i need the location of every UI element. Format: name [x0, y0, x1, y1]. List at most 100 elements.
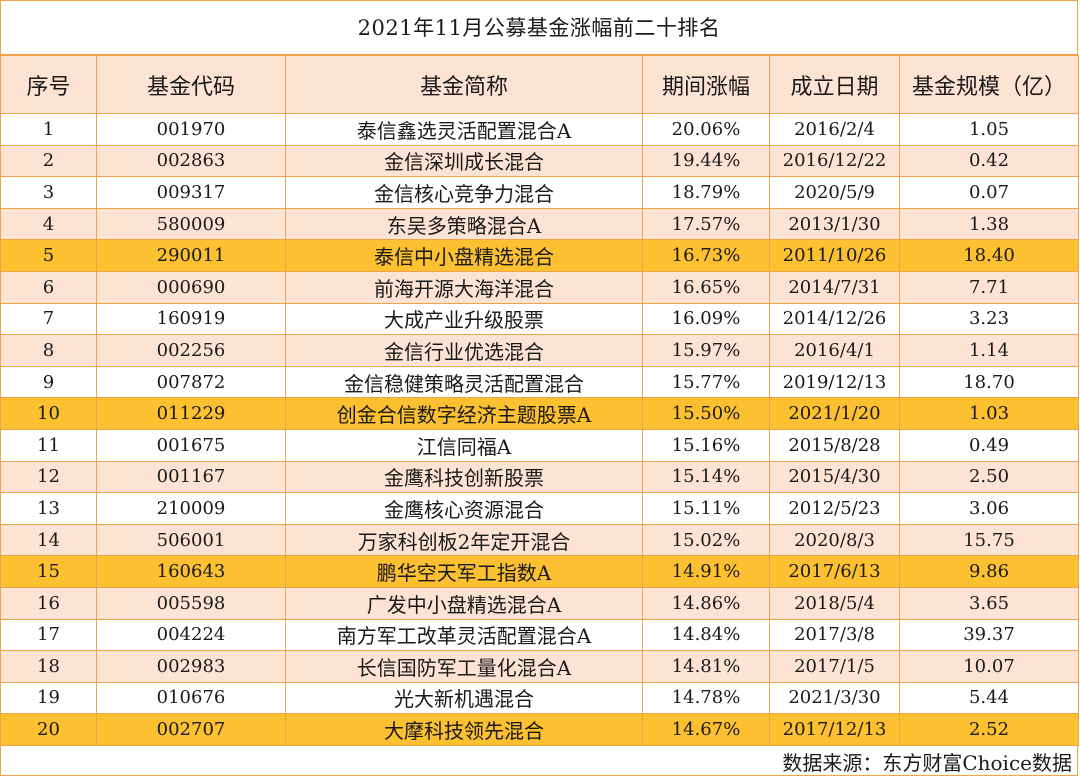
period-change-cell: 15.77% — [642, 365, 770, 399]
table-row: 15 160643 鹏华空天军工指数A 14.91% 2017/6/13 9.86 — [0, 555, 1079, 588]
fund-size-cell: 1.14 — [899, 334, 1079, 367]
fund-code-cell: 001167 — [96, 460, 286, 494]
fund-name-cell: 创金合信数字经济主题股票A — [285, 397, 643, 430]
fund-size-cell: 18.40 — [899, 239, 1079, 272]
fund-name-cell: 大摩科技领先混合 — [285, 713, 643, 746]
inception-date-cell: 2017/6/13 — [769, 555, 900, 588]
fund-name-cell: 金信行业优选混合 — [285, 334, 643, 367]
fund-size-cell: 3.06 — [899, 492, 1079, 525]
inception-date-cell: 2016/2/4 — [769, 113, 900, 146]
fund-name-cell: 东吴多策略混合A — [285, 207, 643, 241]
inception-date-cell: 2019/12/13 — [769, 365, 900, 399]
fund-code-cell: 002256 — [96, 334, 286, 367]
table-row: 16 005598 广发中小盘精选混合A 14.86% 2018/5/4 3.65 — [0, 586, 1079, 620]
fund-code-cell: 160919 — [96, 302, 286, 336]
period-change-cell: 15.14% — [642, 460, 770, 494]
period-change-cell: 14.81% — [642, 650, 770, 683]
period-change-cell: 20.06% — [642, 113, 770, 146]
period-change-cell: 15.02% — [642, 523, 770, 557]
period-change-cell: 16.65% — [642, 270, 770, 304]
fund-size-cell: 18.70 — [899, 365, 1079, 399]
header-name: 基金简称 — [285, 55, 643, 114]
table-row: 10 011229 创金合信数字经济主题股票A 15.50% 2021/1/20 1.03 — [0, 397, 1079, 430]
table-row: 19 010676 光大新机遇混合 14.78% 2021/3/30 5.44 — [0, 681, 1079, 715]
table-row: 14 506001 万家科创板2年定开混合 15.02% 2020/8/3 15.75 — [0, 523, 1079, 557]
table-row: 4 580009 东吴多策略混合A 17.57% 2013/1/30 1.38 — [0, 207, 1079, 241]
fund-code-cell: 290011 — [96, 239, 286, 272]
row-no-cell: 11 — [0, 428, 97, 462]
fund-size-cell: 0.49 — [899, 428, 1079, 462]
fund-code-cell: 002707 — [96, 713, 286, 746]
fund-name-cell: 泰信鑫选灵活配置混合A — [285, 113, 643, 146]
header-code: 基金代码 — [96, 55, 286, 114]
inception-date-cell: 2021/3/30 — [769, 681, 900, 715]
fund-size-cell: 0.07 — [899, 176, 1079, 209]
fund-name-cell: 金鹰科技创新股票 — [285, 460, 643, 494]
table-row: 11 001675 江信同福A 15.16% 2015/8/28 0.49 — [0, 428, 1079, 462]
fund-name-cell: 泰信中小盘精选混合 — [285, 239, 643, 272]
fund-size-cell: 0.42 — [899, 144, 1079, 178]
row-no-cell: 2 — [0, 144, 97, 178]
row-no-cell: 10 — [0, 397, 97, 430]
fund-code-cell: 506001 — [96, 523, 286, 557]
fund-code-cell: 580009 — [96, 207, 286, 241]
period-change-cell: 14.91% — [642, 555, 770, 588]
header-no: 序号 — [0, 55, 97, 114]
fund-name-cell: 鹏华空天军工指数A — [285, 555, 643, 588]
fund-code-cell: 002863 — [96, 144, 286, 178]
fund-name-cell: 江信同福A — [285, 428, 643, 462]
fund-size-cell: 5.44 — [899, 681, 1079, 715]
row-no-cell: 18 — [0, 650, 97, 683]
row-no-cell: 13 — [0, 492, 97, 525]
table-row: 5 290011 泰信中小盘精选混合 16.73% 2011/10/26 18.40 — [0, 239, 1079, 272]
fund-size-cell: 1.38 — [899, 207, 1079, 241]
period-change-cell: 14.67% — [642, 713, 770, 746]
period-change-cell: 14.86% — [642, 586, 770, 620]
row-no-cell: 5 — [0, 239, 97, 272]
table-row: 2 002863 金信深圳成长混合 19.44% 2016/12/22 0.42 — [0, 144, 1079, 178]
inception-date-cell: 2014/7/31 — [769, 270, 900, 304]
fund-name-cell: 金信深圳成长混合 — [285, 144, 643, 178]
header-size: 基金规模（亿） — [899, 55, 1079, 114]
period-change-cell: 14.78% — [642, 681, 770, 715]
period-change-cell: 15.16% — [642, 428, 770, 462]
inception-date-cell: 2015/4/30 — [769, 460, 900, 494]
table-row: 7 160919 大成产业升级股票 16.09% 2014/12/26 3.23 — [0, 302, 1079, 336]
period-change-cell: 16.73% — [642, 239, 770, 272]
inception-date-cell: 2021/1/20 — [769, 397, 900, 430]
fund-size-cell: 3.65 — [899, 586, 1079, 620]
inception-date-cell: 2015/8/28 — [769, 428, 900, 462]
period-change-cell: 17.57% — [642, 207, 770, 241]
inception-date-cell: 2017/3/8 — [769, 618, 900, 652]
fund-size-cell: 10.07 — [899, 650, 1079, 683]
period-change-cell: 14.84% — [642, 618, 770, 652]
fund-size-cell: 15.75 — [899, 523, 1079, 557]
row-no-cell: 17 — [0, 618, 97, 652]
fund-name-cell: 前海开源大海洋混合 — [285, 270, 643, 304]
fund-size-cell: 2.52 — [899, 713, 1079, 746]
inception-date-cell: 2017/12/13 — [769, 713, 900, 746]
table-title: 2021年11月公募基金涨幅前二十排名 — [0, 0, 1078, 55]
inception-date-cell: 2017/1/5 — [769, 650, 900, 683]
table-row: 3 009317 金信核心竞争力混合 18.79% 2020/5/9 0.07 — [0, 176, 1079, 209]
row-no-cell: 15 — [0, 555, 97, 588]
fund-code-cell: 001970 — [96, 113, 286, 146]
fund-name-cell: 金信稳健策略灵活配置混合 — [285, 365, 643, 399]
table-row: 8 002256 金信行业优选混合 15.97% 2016/4/1 1.14 — [0, 334, 1079, 367]
inception-date-cell: 2018/5/4 — [769, 586, 900, 620]
table-row: 20 002707 大摩科技领先混合 14.67% 2017/12/13 2.52 — [0, 713, 1079, 746]
period-change-cell: 19.44% — [642, 144, 770, 178]
fund-code-cell: 001675 — [96, 428, 286, 462]
fund-code-cell: 002983 — [96, 650, 286, 683]
period-change-cell: 15.50% — [642, 397, 770, 430]
inception-date-cell: 2012/5/23 — [769, 492, 900, 525]
table-row: 6 000690 前海开源大海洋混合 16.65% 2014/7/31 7.71 — [0, 270, 1079, 304]
fund-name-cell: 大成产业升级股票 — [285, 302, 643, 336]
inception-date-cell: 2014/12/26 — [769, 302, 900, 336]
fund-name-cell: 南方军工改革灵活配置混合A — [285, 618, 643, 652]
fund-name-cell: 金信核心竞争力混合 — [285, 176, 643, 209]
data-source-note: 数据来源：东方财富Choice数据 — [782, 751, 1072, 775]
row-no-cell: 7 — [0, 302, 97, 336]
fund-code-cell: 160643 — [96, 555, 286, 588]
row-no-cell: 4 — [0, 207, 97, 241]
